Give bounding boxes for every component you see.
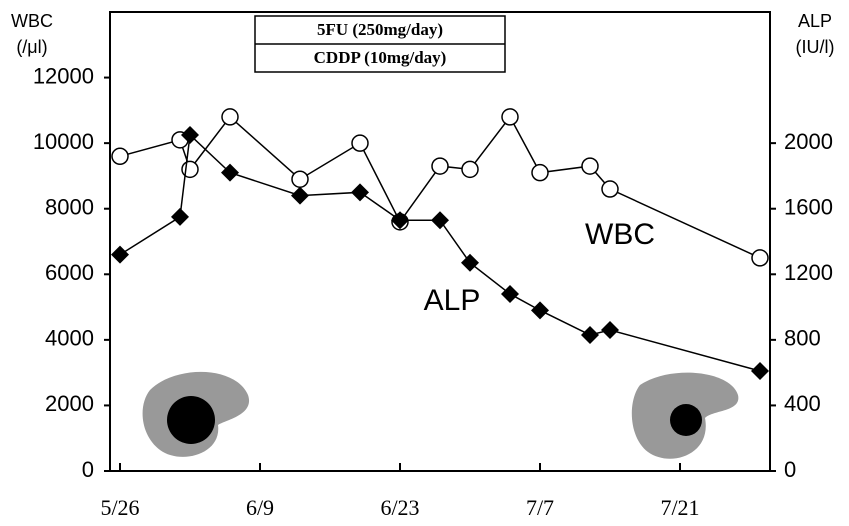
- alp-marker: [461, 253, 479, 272]
- y2-tick-label: 0: [784, 457, 796, 482]
- y2-tick-label: 400: [784, 391, 821, 416]
- y2-axis-label: ALP: [798, 11, 832, 31]
- series-annotation: ALP: [424, 284, 481, 317]
- x-tick-label: 6/23: [380, 495, 419, 520]
- wbc-marker: [601, 180, 619, 198]
- alp-marker: [181, 125, 199, 144]
- wbc-marker: [501, 108, 519, 126]
- alp-marker: [751, 362, 769, 381]
- alp-marker: [581, 325, 599, 344]
- alp-marker: [431, 211, 449, 230]
- y-tick-label: 8000: [45, 195, 94, 220]
- y-tick-label: 10000: [33, 129, 94, 154]
- series-line: [119, 115, 761, 259]
- x-tick-label: 7/21: [660, 495, 699, 520]
- alp-marker: [171, 207, 189, 226]
- wbc-marker: [291, 170, 309, 188]
- wbc-marker: [461, 160, 479, 179]
- alp-marker: [501, 284, 519, 303]
- x-tick-label: 6/9: [246, 495, 274, 520]
- alp-marker: [291, 186, 309, 205]
- alp-marker: [601, 321, 619, 340]
- y-tick-label: 0: [82, 457, 94, 482]
- y-tick-label: 12000: [33, 63, 94, 88]
- alp-marker: [391, 211, 409, 230]
- alp-marker: [531, 301, 549, 320]
- alp-marker: [221, 163, 239, 182]
- x-tick-label: 5/26: [100, 495, 139, 520]
- y2-tick-label: 1200: [784, 260, 833, 285]
- alp-marker: [351, 183, 369, 202]
- tumor-icon-left: [142, 371, 250, 457]
- alp-marker: [111, 245, 129, 264]
- regimen-label: CDDP (10mg/day): [314, 48, 447, 67]
- wbc-marker: [111, 147, 129, 166]
- regimen-box: 5FU (250mg/day) CDDP (10mg/day): [254, 15, 506, 73]
- y2-tick-label: 2000: [784, 129, 833, 154]
- regimen-label: 5FU (250mg/day): [317, 20, 443, 39]
- wbc-marker: [581, 157, 599, 175]
- y-axis-label: WBC: [11, 11, 53, 31]
- wbc-marker: [221, 108, 239, 126]
- x-tick-label: 7/7: [526, 495, 554, 520]
- tumor-icon-right: [631, 372, 739, 459]
- series-line: [119, 133, 761, 372]
- y-tick-label: 2000: [45, 391, 94, 416]
- wbc-marker: [351, 134, 369, 152]
- wbc-marker: [431, 157, 449, 175]
- wbc-marker: [531, 163, 549, 182]
- y2-tick-label: 1600: [784, 195, 833, 220]
- plot-frame: [109, 11, 771, 472]
- y2-axis-unit: (IU/l): [796, 37, 835, 57]
- y2-tick-label: 800: [784, 326, 821, 351]
- y-axis-unit: (/μl): [16, 37, 47, 57]
- y-tick-label: 6000: [45, 260, 94, 285]
- y-tick-label: 4000: [45, 326, 94, 351]
- wbc-marker: [751, 249, 769, 267]
- series-annotation: WBC: [585, 218, 655, 251]
